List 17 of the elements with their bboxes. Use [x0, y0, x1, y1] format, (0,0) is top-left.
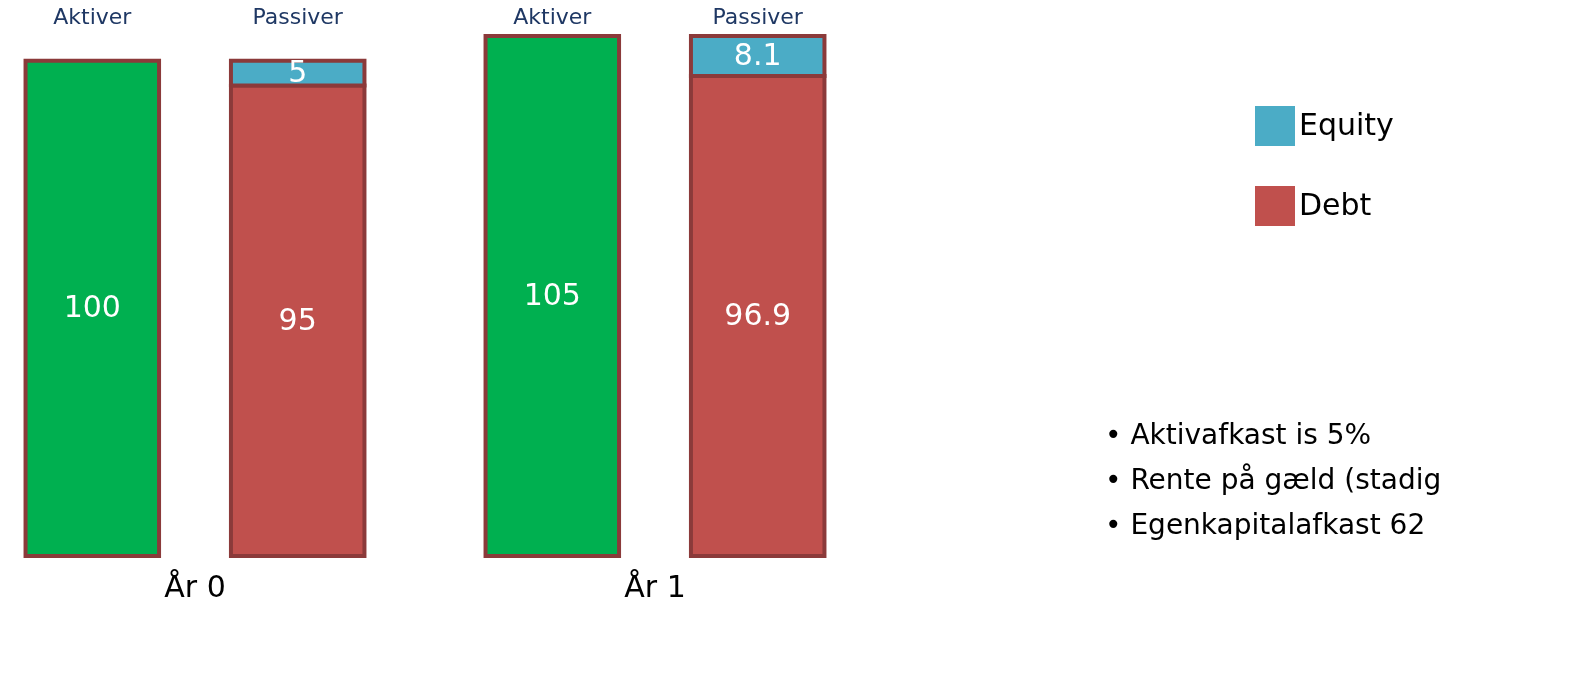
- data-label: 95: [278, 301, 317, 337]
- data-label: 100: [63, 289, 121, 325]
- x-tick-label: Passiver: [252, 3, 344, 29]
- x-tick-label: Passiver: [712, 3, 804, 29]
- data-label: 5: [288, 54, 308, 90]
- text: • Egenkapitalafkast 62: [1105, 508, 1426, 541]
- data-label: 105: [523, 277, 581, 312]
- text: • Rente på gæld (stadig: [1105, 463, 1442, 496]
- text: • Aktivafkast is 5%: [1105, 418, 1372, 451]
- x-axis-title: År 0: [164, 569, 226, 604]
- legend-label: Equity: [1299, 107, 1394, 142]
- x-tick-label: Aktiver: [513, 3, 593, 29]
- legend-label: Debt: [1299, 187, 1372, 222]
- x-axis-title: År 1: [624, 569, 686, 604]
- x-tick-label: Aktiver: [53, 3, 133, 29]
- data-label: 8.1: [733, 37, 782, 73]
- data-label: 96.9: [724, 297, 792, 333]
